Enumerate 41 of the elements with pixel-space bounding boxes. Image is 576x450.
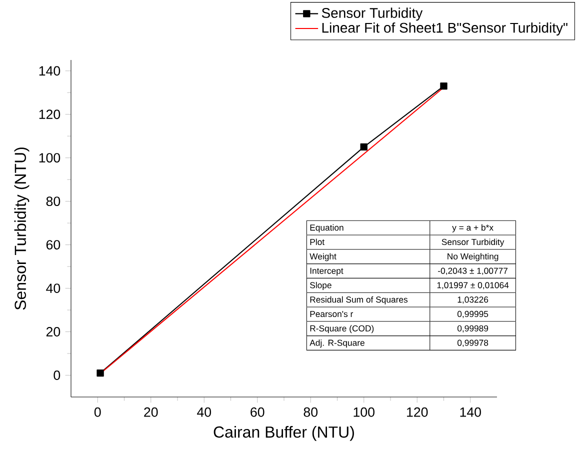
x-tick-label: 100 [354,407,374,417]
x-tick-label: 20 [144,407,158,417]
annotation: 0,99978 [457,340,488,347]
legend-label: Linear Fit of Sheet1 B"Sensor Turbidity" [322,22,568,36]
y-tick-label: 120 [39,110,60,120]
annotation: 1,01997 ± 0,01064 [437,282,509,290]
annotation: Residual Sum of Squares [310,296,408,304]
point [440,82,448,90]
annotation: Equation [310,224,344,232]
annotation: Slope [310,282,332,290]
annotation: Adj. R-Square [310,340,364,348]
annotation: -0,2043 ± 1,00777 [438,268,508,275]
x-tick-label: 80 [304,407,318,417]
annotation: y = a + b*x [452,224,494,232]
y-tick-label: 0 [54,370,60,380]
annotation: Intercept [310,268,344,276]
annotation: No Weighting [448,253,498,262]
y-tick-label: 140 [39,66,60,76]
x-tick-label: 40 [197,407,212,417]
annotation: 0,99995 [457,310,488,318]
y-tick-label: 60 [46,240,60,250]
x-tick-label: 140 [460,407,481,417]
annotation: Plot [310,238,324,246]
annotation: 1,03226 [458,296,488,304]
x-axis-title: Cairan Buffer (NTU) [214,426,354,441]
annotation: Pearson's r [310,311,354,318]
annotation: 0,99989 [457,325,488,332]
annotation: Sensor Turbidity [442,238,504,247]
y-axis-title: Sensor Turbidity (NTU) [14,148,30,310]
x-tick-label: 60 [250,407,264,417]
annotation: R-Square (COD) [310,325,374,334]
legend-label: Sensor Turbidity [322,8,423,21]
y-tick-label: 20 [46,327,60,336]
point [96,369,104,377]
annotation: Weight [310,253,336,262]
y-tick-label: 100 [39,153,60,163]
x-tick-label: 0 [94,407,101,417]
x-tick-label: 120 [407,407,428,417]
y-tick-label: 40 [46,284,60,293]
y-tick-label: 80 [46,196,60,206]
point [360,143,368,151]
